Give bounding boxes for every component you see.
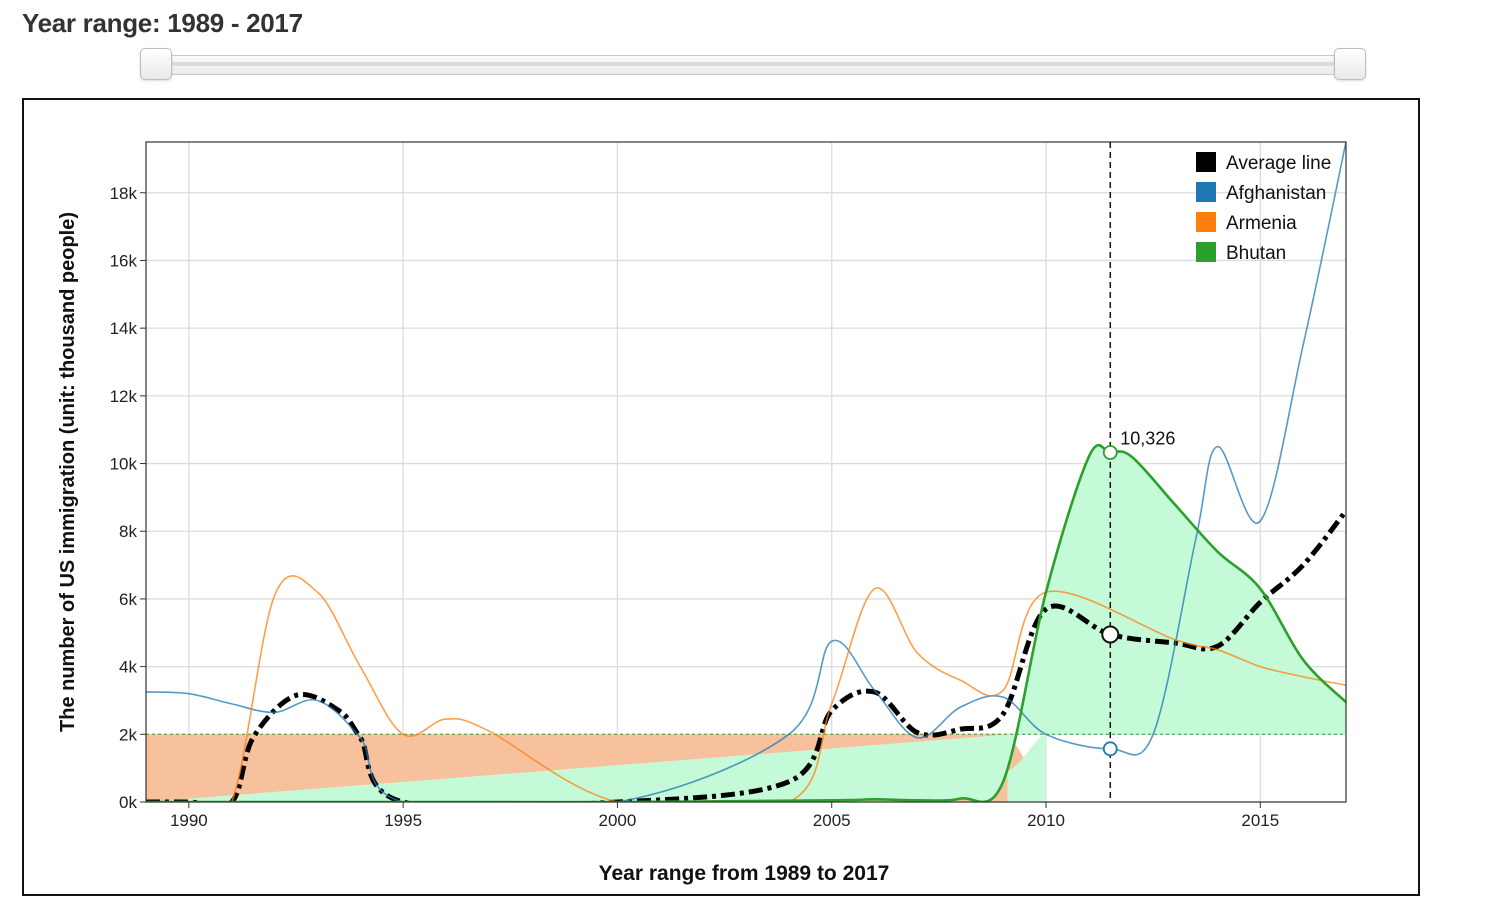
hover-marker xyxy=(1102,445,1118,460)
slider-selected-range xyxy=(170,62,1336,66)
y-axis-title: The number of US immigration (unit: thou… xyxy=(57,212,79,732)
legend-label: Bhutan xyxy=(1226,243,1286,264)
y-tick-label: 8k xyxy=(119,522,137,541)
year-range-slider[interactable] xyxy=(140,48,1366,82)
legend-swatch xyxy=(1196,212,1216,232)
x-tick-label: 2000 xyxy=(599,811,637,830)
hover-marker xyxy=(1101,625,1120,644)
y-tick-label: 14k xyxy=(110,319,138,338)
y-tick-label: 18k xyxy=(110,184,138,203)
y-tick-label: 16k xyxy=(110,251,138,270)
hover-marker xyxy=(1102,741,1118,757)
immigration-chart[interactable]: 1990 1995 2000 2005 2010 2015 0k 2k 4k 6k 8k 10k 12… xyxy=(24,100,1418,894)
x-tick-label: 1995 xyxy=(384,811,422,830)
legend: Average line Afghanistan Armenia Bhutan xyxy=(1196,152,1331,264)
legend-label: Average line xyxy=(1226,153,1331,174)
legend-label: Armenia xyxy=(1226,213,1297,234)
y-tick-label: 10k xyxy=(110,455,138,474)
x-axis-title: Year range from 1989 to 2017 xyxy=(599,862,890,885)
legend-swatch xyxy=(1196,242,1216,262)
page-title: Year range: 1989 - 2017 xyxy=(22,8,303,38)
x-tick-label: 1990 xyxy=(170,811,208,830)
legend-label: Afghanistan xyxy=(1226,183,1326,204)
hover-indicator: 10,326 xyxy=(1101,142,1175,802)
x-tick-label: 2005 xyxy=(813,811,851,830)
area-fills xyxy=(146,445,1346,802)
x-axis: 1990 1995 2000 2005 2010 2015 xyxy=(170,802,1279,830)
x-tick-label: 2010 xyxy=(1027,811,1065,830)
chart-container: 1990 1995 2000 2005 2010 2015 0k 2k 4k 6k 8k 10k 12… xyxy=(22,98,1420,896)
y-tick-label: 6k xyxy=(119,590,137,609)
slider-handle-start[interactable] xyxy=(140,48,172,80)
y-tick-label: 12k xyxy=(110,387,138,406)
y-tick-label: 0k xyxy=(119,793,137,812)
series-line-bhutan xyxy=(146,443,1346,802)
series-line-afghanistan xyxy=(146,142,1346,802)
bhutan-area xyxy=(146,445,1346,802)
plot-border xyxy=(145,141,1347,803)
bhutan-area-lower xyxy=(1007,734,1046,802)
series-lines xyxy=(146,142,1346,802)
series-line-average-line xyxy=(146,509,1346,802)
hover-value-label: 10,326 xyxy=(1120,429,1175,449)
y-tick-label: 2k xyxy=(119,725,137,744)
series-line-armenia xyxy=(146,575,1346,802)
y-axis: 0k 2k 4k 6k 8k 10k 12k 14k 16k 18k xyxy=(110,184,146,812)
legend-swatch xyxy=(1196,152,1216,172)
x-tick-label: 2015 xyxy=(1241,811,1279,830)
slider-handle-end[interactable] xyxy=(1334,48,1366,80)
legend-swatch xyxy=(1196,182,1216,202)
y-tick-label: 4k xyxy=(119,658,137,677)
